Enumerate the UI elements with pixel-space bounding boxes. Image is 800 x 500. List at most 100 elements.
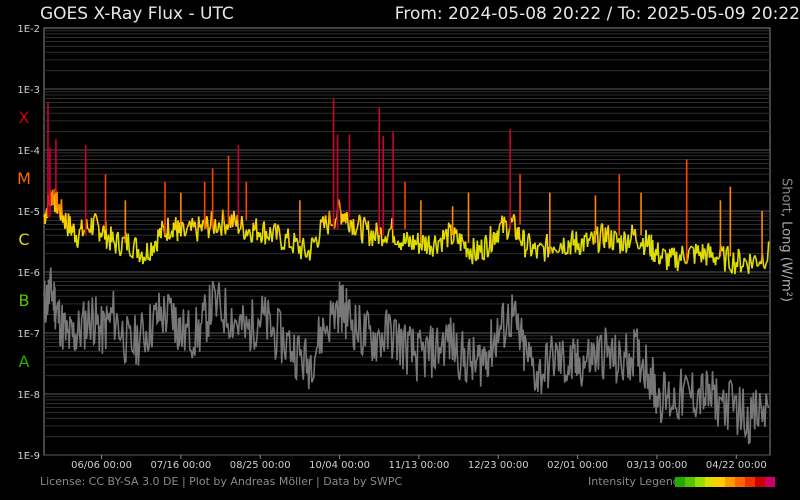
series-long-segment bbox=[540, 243, 543, 247]
flare-class-x: X bbox=[19, 108, 30, 127]
series-long-segment bbox=[419, 242, 422, 246]
series-long-segment bbox=[628, 241, 631, 249]
series-long-segment bbox=[534, 242, 537, 251]
series-long-segment bbox=[607, 225, 611, 249]
series-long-segment bbox=[518, 226, 521, 241]
legend-swatch bbox=[725, 477, 735, 487]
series-long-segment bbox=[386, 230, 390, 238]
series-long-segment bbox=[359, 218, 363, 239]
series-long-segment bbox=[290, 245, 293, 249]
series-long-segment bbox=[443, 231, 447, 240]
series-long-segment bbox=[683, 260, 687, 264]
series-long-segment bbox=[253, 227, 257, 231]
series-long-segment bbox=[472, 238, 476, 249]
series-long-segment bbox=[406, 232, 409, 239]
series-long-segment bbox=[117, 231, 120, 250]
series-long-segment bbox=[114, 234, 118, 254]
x-tick-label: 12/23 00:00 bbox=[468, 460, 529, 471]
series-long-segment bbox=[243, 237, 246, 240]
series-long-segment bbox=[582, 234, 586, 252]
series-long-segment bbox=[295, 237, 299, 242]
series-long-segment bbox=[643, 249, 646, 256]
series-long-segment bbox=[764, 263, 767, 269]
series-long-segment bbox=[703, 248, 707, 254]
y-tick-label: 1E-5 bbox=[17, 207, 40, 218]
series-long-segment bbox=[446, 222, 450, 248]
series-long-segment bbox=[690, 245, 693, 248]
series-long-segment bbox=[391, 218, 394, 243]
series-long-segment bbox=[631, 224, 634, 234]
y-tick-label: 1E-4 bbox=[17, 146, 40, 157]
series-long-segment bbox=[208, 225, 212, 230]
series-long-segment bbox=[64, 213, 68, 227]
series-long-segment bbox=[578, 252, 582, 256]
series-long-segment bbox=[346, 212, 349, 218]
series-long-segment bbox=[466, 247, 470, 252]
series-long-segment bbox=[394, 243, 397, 246]
series-long-segment bbox=[756, 264, 759, 268]
series-long-segment bbox=[207, 229, 211, 239]
series-long-segment bbox=[744, 259, 748, 263]
series-long-segment bbox=[330, 223, 333, 227]
series-long-segment bbox=[363, 216, 367, 222]
series-long-segment bbox=[75, 235, 78, 246]
series-long-segment bbox=[432, 243, 435, 257]
series-long-segment bbox=[91, 231, 94, 236]
series-long-segment bbox=[236, 215, 240, 234]
series-long-segment bbox=[645, 230, 648, 247]
series-long-segment bbox=[275, 224, 279, 240]
series-long-segment bbox=[691, 246, 695, 249]
series-long-segment bbox=[144, 257, 147, 262]
series-long-segment bbox=[657, 242, 660, 264]
series-long-segment bbox=[717, 257, 720, 260]
series-long-segment bbox=[271, 231, 274, 242]
x-tick-label: 10/04 00:00 bbox=[309, 460, 370, 471]
series-long-segment bbox=[186, 224, 190, 228]
legend-swatch bbox=[715, 477, 725, 487]
series-long-segment bbox=[491, 234, 495, 245]
series-long-segment bbox=[488, 246, 491, 251]
series-long-segment bbox=[313, 240, 316, 243]
series-long-segment bbox=[625, 246, 628, 253]
series-long-segment bbox=[345, 213, 348, 224]
y-axis-label-sep: , bbox=[778, 212, 794, 222]
y-tick-label: 1E-3 bbox=[17, 85, 40, 96]
series-long-segment bbox=[661, 248, 664, 259]
series-long-segment bbox=[418, 242, 421, 254]
series-long-segment bbox=[685, 259, 689, 264]
y-axis-label-long: Long (W/m²) bbox=[778, 221, 794, 302]
series-long-segment bbox=[169, 234, 172, 239]
series-long-segment bbox=[588, 235, 592, 241]
series-long-segment bbox=[249, 233, 253, 243]
series-long-segment bbox=[214, 219, 218, 233]
series-long-segment bbox=[98, 233, 101, 242]
grid bbox=[44, 30, 770, 456]
series-layer bbox=[43, 98, 770, 445]
series-long-segment bbox=[522, 229, 525, 232]
series-long-segment bbox=[579, 239, 583, 254]
series-long-segment bbox=[368, 238, 372, 247]
series-long-segment bbox=[92, 215, 96, 219]
series-long-segment bbox=[119, 252, 123, 257]
series-long-segment bbox=[572, 242, 575, 246]
series-long-segment bbox=[260, 240, 263, 243]
series-long-segment bbox=[348, 219, 352, 233]
series-long-segment bbox=[615, 232, 619, 243]
series-long-segment bbox=[753, 254, 757, 259]
series-long-segment bbox=[430, 245, 433, 250]
series-long-segment bbox=[138, 256, 142, 263]
series-long-segment bbox=[246, 231, 250, 237]
series-long-segment bbox=[316, 244, 320, 248]
series-long-segment bbox=[237, 229, 241, 234]
series-long-segment bbox=[577, 243, 581, 255]
series-long-segment bbox=[557, 248, 561, 253]
series-long-segment bbox=[646, 240, 650, 247]
series-long-segment bbox=[58, 204, 61, 217]
flare-class-m: M bbox=[17, 169, 31, 188]
series-long-segment bbox=[616, 240, 619, 244]
series-long-segment bbox=[491, 244, 494, 252]
series-long-segment bbox=[272, 224, 275, 232]
series-long-segment bbox=[248, 228, 252, 235]
series-long-segment bbox=[634, 229, 637, 242]
series-long-segment bbox=[324, 215, 328, 226]
